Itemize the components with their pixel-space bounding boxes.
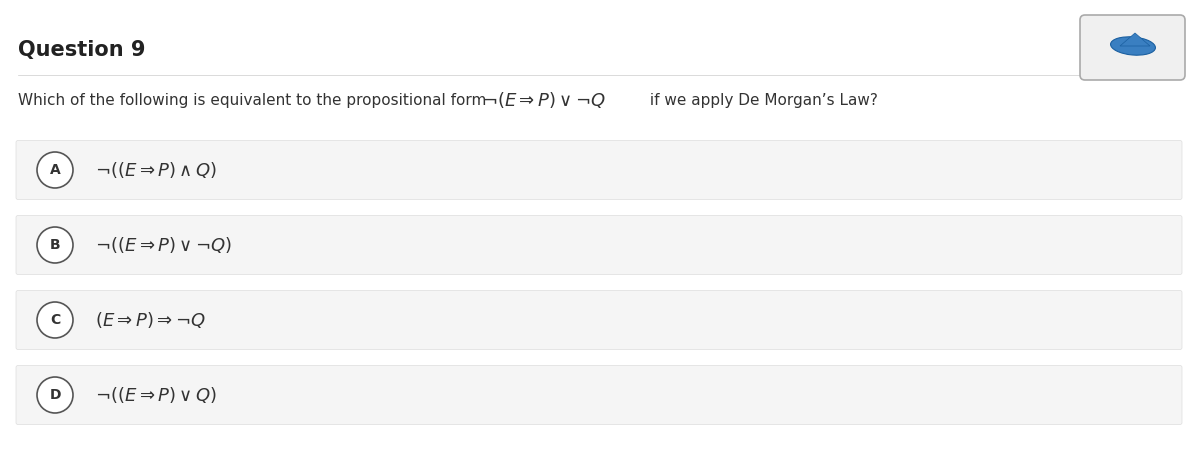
Circle shape	[37, 377, 73, 413]
Text: $\neg(E \Rightarrow P) \vee \neg Q$: $\neg(E \Rightarrow P) \vee \neg Q$	[482, 90, 606, 110]
Text: C: C	[50, 313, 60, 327]
Circle shape	[37, 227, 73, 263]
Text: $\neg((E \Rightarrow P) \wedge Q)$: $\neg((E \Rightarrow P) \wedge Q)$	[95, 160, 217, 180]
Circle shape	[37, 152, 73, 188]
Text: Question 9: Question 9	[18, 40, 145, 60]
FancyBboxPatch shape	[16, 141, 1182, 200]
Text: $(E \Rightarrow P) \Rightarrow \neg Q$: $(E \Rightarrow P) \Rightarrow \neg Q$	[95, 310, 206, 330]
Text: $\neg((E \Rightarrow P) \vee \neg Q)$: $\neg((E \Rightarrow P) \vee \neg Q)$	[95, 235, 233, 255]
Ellipse shape	[1110, 37, 1156, 55]
FancyBboxPatch shape	[16, 216, 1182, 275]
Text: if we apply De Morgan’s Law?: if we apply De Morgan’s Law?	[646, 93, 878, 107]
Text: D: D	[49, 388, 61, 402]
Text: B: B	[49, 238, 60, 252]
Text: A: A	[49, 163, 60, 177]
Polygon shape	[1120, 33, 1150, 46]
Text: Which of the following is equivalent to the propositional form: Which of the following is equivalent to …	[18, 93, 496, 107]
Circle shape	[37, 302, 73, 338]
FancyBboxPatch shape	[1080, 15, 1186, 80]
Text: $\neg((E \Rightarrow P) \vee Q)$: $\neg((E \Rightarrow P) \vee Q)$	[95, 385, 217, 405]
FancyBboxPatch shape	[16, 365, 1182, 425]
FancyBboxPatch shape	[16, 291, 1182, 350]
